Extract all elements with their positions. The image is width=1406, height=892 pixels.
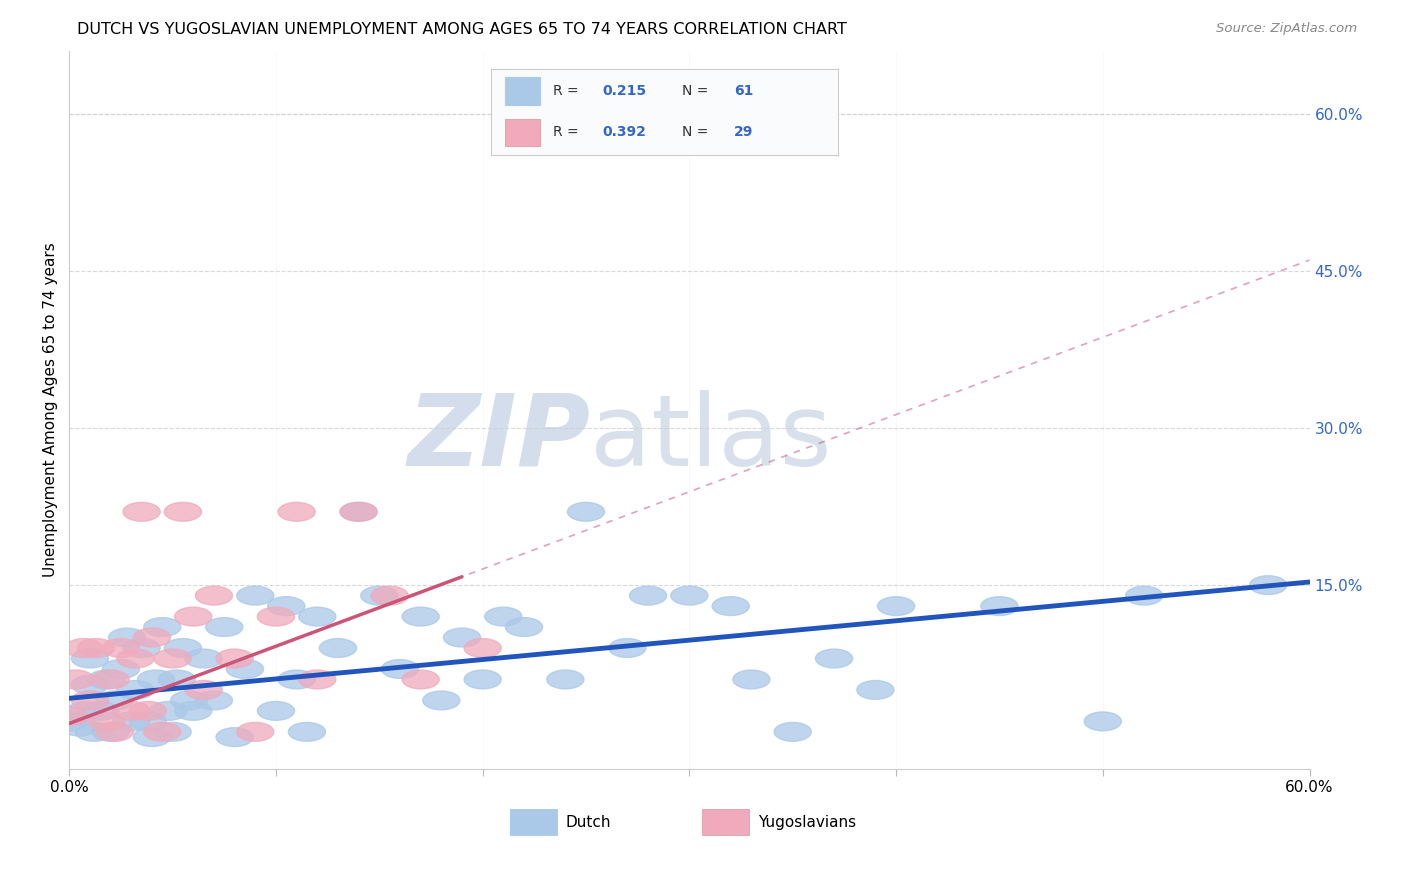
Ellipse shape	[547, 670, 583, 689]
Ellipse shape	[609, 639, 645, 657]
Ellipse shape	[165, 502, 201, 521]
Ellipse shape	[195, 691, 232, 710]
Ellipse shape	[112, 712, 150, 731]
Bar	[702, 809, 749, 835]
Ellipse shape	[505, 617, 543, 637]
Ellipse shape	[155, 649, 191, 668]
Ellipse shape	[630, 586, 666, 605]
Ellipse shape	[217, 649, 253, 668]
Ellipse shape	[288, 723, 326, 741]
Ellipse shape	[1250, 575, 1286, 595]
Ellipse shape	[423, 691, 460, 710]
Ellipse shape	[257, 607, 294, 626]
Ellipse shape	[205, 617, 243, 637]
Ellipse shape	[856, 681, 894, 699]
Ellipse shape	[278, 502, 315, 521]
Ellipse shape	[96, 691, 134, 710]
Ellipse shape	[877, 597, 915, 615]
Ellipse shape	[815, 649, 852, 668]
Ellipse shape	[170, 691, 208, 710]
Ellipse shape	[319, 639, 357, 657]
Ellipse shape	[72, 675, 108, 694]
Ellipse shape	[122, 639, 160, 657]
Ellipse shape	[117, 681, 155, 699]
Text: atlas: atlas	[591, 390, 832, 487]
Text: Source: ZipAtlas.com: Source: ZipAtlas.com	[1216, 22, 1357, 36]
Ellipse shape	[76, 723, 112, 741]
Ellipse shape	[56, 670, 94, 689]
Ellipse shape	[381, 659, 419, 679]
Ellipse shape	[981, 597, 1018, 615]
Text: Dutch: Dutch	[565, 815, 610, 830]
Ellipse shape	[129, 701, 166, 721]
Ellipse shape	[733, 670, 770, 689]
Ellipse shape	[298, 607, 336, 626]
Ellipse shape	[96, 723, 134, 741]
Ellipse shape	[711, 597, 749, 615]
Ellipse shape	[122, 502, 160, 521]
Ellipse shape	[87, 670, 125, 689]
Ellipse shape	[485, 607, 522, 626]
Ellipse shape	[257, 701, 294, 721]
Ellipse shape	[267, 597, 305, 615]
Ellipse shape	[103, 639, 139, 657]
Ellipse shape	[157, 670, 195, 689]
Ellipse shape	[72, 691, 108, 710]
Text: ZIP: ZIP	[408, 390, 591, 487]
Ellipse shape	[143, 723, 181, 741]
Ellipse shape	[195, 586, 232, 605]
Ellipse shape	[65, 639, 103, 657]
Bar	[509, 809, 557, 835]
Ellipse shape	[67, 701, 104, 721]
Ellipse shape	[361, 586, 398, 605]
Ellipse shape	[340, 502, 377, 521]
Ellipse shape	[236, 586, 274, 605]
Ellipse shape	[112, 701, 150, 721]
Ellipse shape	[108, 628, 146, 647]
Ellipse shape	[165, 639, 201, 657]
Y-axis label: Unemployment Among Ages 65 to 74 years: Unemployment Among Ages 65 to 74 years	[44, 243, 58, 577]
Ellipse shape	[87, 712, 125, 731]
Ellipse shape	[568, 502, 605, 521]
Text: Yugoslavians: Yugoslavians	[758, 815, 856, 830]
Ellipse shape	[82, 701, 120, 721]
Ellipse shape	[155, 723, 191, 741]
Text: DUTCH VS YUGOSLAVIAN UNEMPLOYMENT AMONG AGES 65 TO 74 YEARS CORRELATION CHART: DUTCH VS YUGOSLAVIAN UNEMPLOYMENT AMONG …	[77, 22, 848, 37]
Ellipse shape	[117, 649, 155, 668]
Ellipse shape	[51, 712, 87, 731]
Ellipse shape	[236, 723, 274, 741]
Ellipse shape	[186, 649, 222, 668]
Ellipse shape	[134, 628, 170, 647]
Ellipse shape	[402, 670, 439, 689]
Ellipse shape	[775, 723, 811, 741]
Ellipse shape	[174, 607, 212, 626]
Ellipse shape	[278, 670, 315, 689]
Ellipse shape	[129, 712, 166, 731]
Ellipse shape	[174, 701, 212, 721]
Ellipse shape	[72, 649, 108, 668]
Ellipse shape	[103, 659, 139, 679]
Ellipse shape	[77, 639, 115, 657]
Ellipse shape	[138, 670, 174, 689]
Ellipse shape	[60, 717, 98, 736]
Ellipse shape	[671, 586, 709, 605]
Ellipse shape	[226, 659, 263, 679]
Ellipse shape	[402, 607, 439, 626]
Ellipse shape	[134, 728, 170, 747]
Ellipse shape	[298, 670, 336, 689]
Ellipse shape	[51, 706, 87, 725]
Ellipse shape	[91, 670, 129, 689]
Ellipse shape	[443, 628, 481, 647]
Ellipse shape	[186, 681, 222, 699]
Ellipse shape	[217, 728, 253, 747]
Ellipse shape	[371, 586, 408, 605]
Ellipse shape	[91, 723, 129, 741]
Ellipse shape	[143, 617, 181, 637]
Ellipse shape	[1126, 586, 1163, 605]
Ellipse shape	[464, 639, 502, 657]
Ellipse shape	[340, 502, 377, 521]
Ellipse shape	[464, 670, 502, 689]
Ellipse shape	[1084, 712, 1122, 731]
Ellipse shape	[150, 701, 187, 721]
